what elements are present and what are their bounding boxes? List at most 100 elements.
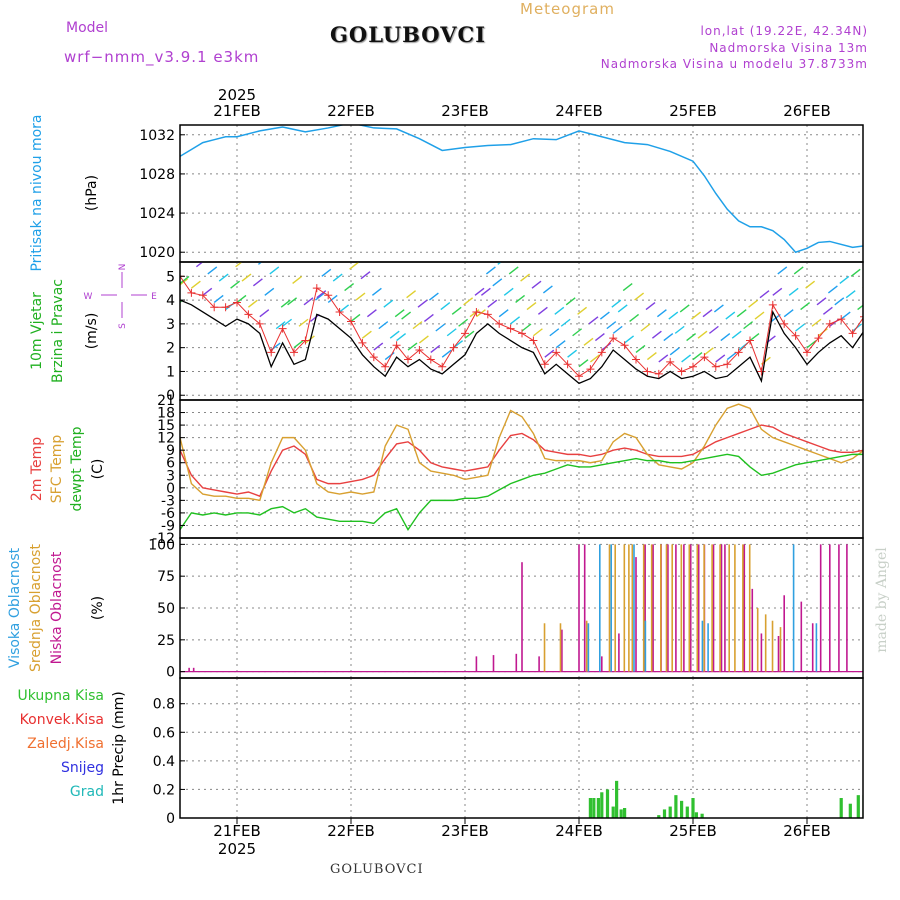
wind-arrow bbox=[407, 342, 418, 351]
wind-arrow bbox=[822, 306, 833, 315]
wind-arrow bbox=[674, 325, 685, 334]
wind-arrow bbox=[720, 332, 731, 342]
y-tick-label: 1028 bbox=[139, 167, 175, 183]
precip-bar bbox=[685, 806, 689, 818]
wind-arrow bbox=[567, 349, 578, 358]
y-tick-label: 0 bbox=[166, 811, 175, 827]
wind-arrow bbox=[702, 309, 713, 318]
wind-arrow bbox=[715, 354, 726, 363]
wind-arrow bbox=[663, 332, 674, 342]
wind-arrow bbox=[634, 292, 645, 301]
wind-arrow bbox=[269, 266, 280, 275]
gust-marker bbox=[689, 362, 697, 371]
wind-arrow bbox=[578, 359, 589, 368]
wind-arrow bbox=[201, 238, 210, 245]
y-tick-label: 100 bbox=[148, 537, 175, 553]
wind-arrow bbox=[287, 297, 298, 306]
wind-arrow bbox=[806, 340, 817, 349]
wind-arrow bbox=[827, 285, 838, 294]
gust-marker bbox=[290, 348, 298, 357]
wind-arrow bbox=[180, 299, 184, 304]
wind-arrow bbox=[185, 262, 187, 263]
precip-bar bbox=[600, 792, 604, 818]
wind-arrow bbox=[257, 262, 263, 265]
wind-arrow bbox=[314, 292, 325, 301]
precip-bar bbox=[623, 808, 627, 818]
wind-arrow bbox=[703, 347, 714, 356]
precip-bar bbox=[588, 798, 592, 818]
wind-arrow bbox=[309, 313, 320, 323]
wind-arrow bbox=[880, 319, 889, 326]
wind-arrow bbox=[629, 313, 640, 323]
wind-arrow bbox=[862, 286, 863, 289]
panel-frame bbox=[179, 124, 864, 263]
gust-marker bbox=[575, 372, 583, 381]
wind-arrow bbox=[816, 297, 827, 306]
gust-marker bbox=[711, 362, 720, 371]
precip-bar bbox=[668, 806, 672, 818]
wind-arrow bbox=[515, 294, 526, 304]
wind-axis-title-2: Brzina i Pravac bbox=[50, 279, 66, 383]
wind-arrow bbox=[463, 297, 474, 306]
wind-arrow bbox=[383, 299, 394, 308]
wind-arrow bbox=[344, 282, 355, 292]
wind-arrow bbox=[428, 292, 439, 301]
wind-arrow bbox=[731, 330, 742, 339]
top-day-label: 24FEB bbox=[555, 102, 602, 120]
wind-arrow bbox=[389, 330, 400, 339]
wind-arrow bbox=[280, 299, 291, 308]
wind-arrow bbox=[599, 311, 610, 320]
wind-unit: (m/s) bbox=[84, 313, 100, 350]
y-tick-label: 1 bbox=[166, 364, 175, 380]
wind-axis-title-1: 10m Vjetar bbox=[29, 292, 45, 370]
wind-arrow bbox=[736, 309, 747, 318]
wind-arrow bbox=[373, 342, 384, 351]
wind-arrow bbox=[360, 271, 371, 280]
pressure-unit: (hPa) bbox=[84, 175, 100, 211]
y-tick-label: 1020 bbox=[139, 245, 175, 261]
wind-arrow bbox=[224, 253, 233, 260]
wind-arrow bbox=[190, 280, 201, 289]
wind-arrow bbox=[679, 304, 690, 313]
wind-arrow bbox=[247, 299, 258, 308]
wind-arrow bbox=[498, 309, 509, 318]
wind-arrow bbox=[612, 325, 623, 334]
wind-arrow bbox=[583, 337, 594, 346]
precip-legend-item: Snijeg bbox=[61, 760, 104, 776]
wind-arrow bbox=[537, 306, 548, 315]
wind-arrow bbox=[692, 351, 703, 361]
precip-bar bbox=[605, 789, 610, 818]
wind-arrow bbox=[713, 304, 724, 313]
precip-bar bbox=[868, 798, 871, 818]
wind-arrow bbox=[480, 287, 491, 296]
pressure-line bbox=[180, 125, 863, 254]
gust-marker bbox=[301, 336, 310, 345]
wind-arrow bbox=[532, 328, 543, 337]
wind-arrow bbox=[554, 306, 565, 315]
wind-arrow bbox=[332, 273, 343, 282]
gust-marker bbox=[369, 353, 378, 362]
cloud-mid-axis-title: Srednja Oblacnost bbox=[28, 544, 44, 672]
gust-marker bbox=[723, 360, 732, 369]
wind-arrow bbox=[366, 309, 377, 318]
wind-arrow bbox=[355, 292, 366, 301]
precip-bar bbox=[848, 803, 852, 818]
wind-arrow bbox=[839, 275, 850, 284]
gust-marker bbox=[335, 307, 344, 316]
gust-marker bbox=[495, 319, 504, 328]
wind-arrow bbox=[588, 316, 599, 325]
wind-arrow bbox=[845, 290, 856, 299]
top-day-label: 23FEB bbox=[441, 102, 488, 120]
precip-bar bbox=[596, 798, 600, 818]
precip-axis-title: 1hr Precip (mm) bbox=[111, 691, 127, 804]
wind-arrow bbox=[521, 323, 532, 332]
y-tick-label: 5 bbox=[166, 269, 175, 285]
wind-arrow bbox=[646, 351, 657, 361]
bottom-day-label: 23FEB bbox=[441, 822, 488, 840]
compass-north: N bbox=[118, 264, 128, 271]
y-tick-label: 0.6 bbox=[153, 725, 175, 741]
dewpoint-axis-title: dewpt Temp bbox=[69, 426, 85, 511]
wind-arrow bbox=[777, 266, 788, 275]
panel-wind bbox=[180, 238, 889, 400]
precip-bar bbox=[657, 815, 661, 818]
